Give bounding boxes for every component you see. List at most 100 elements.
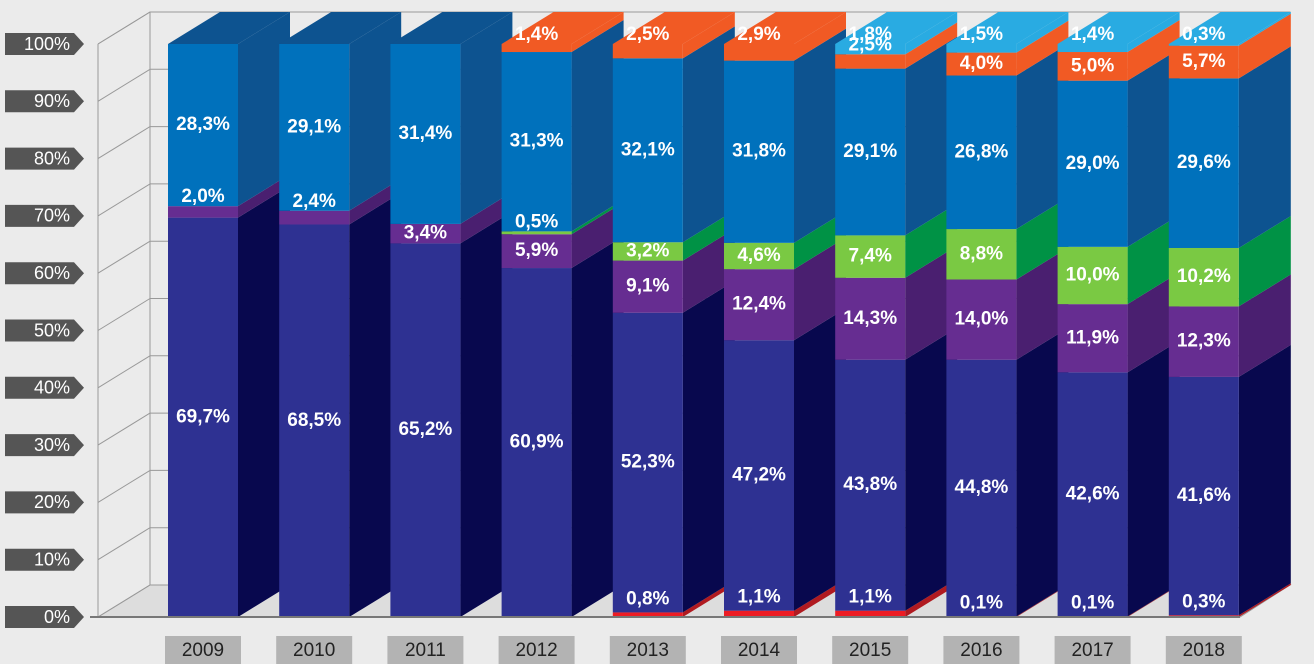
bar-side [794,28,846,243]
bar-side [238,174,290,218]
value-label: 0,1% [1071,592,1114,613]
grid-line [97,412,151,446]
bar-segment [1168,306,1239,377]
bar-segment [724,340,794,611]
value-label: 5,0% [1071,55,1114,76]
bar-side [1238,583,1291,617]
bar-side [349,12,402,211]
bar-side [1016,197,1069,280]
y-tick-label: 100% [24,34,70,54]
value-label: 8,8% [960,243,1003,264]
bar-segment [835,68,906,236]
x-tick-box [1165,636,1242,664]
bar-side [238,12,290,207]
x-tick-box [1054,636,1131,664]
value-label: 31,3% [510,131,564,152]
bar-segment [724,60,794,243]
bar-segment [612,44,683,59]
y-tick-label: 20% [34,492,70,512]
bar-side [1238,215,1291,307]
bar-side [905,245,958,360]
value-label: 32,1% [621,139,675,160]
bar-side [1127,272,1180,373]
bar-segment [612,242,683,261]
bar-segment [168,206,238,218]
y-tick-label: 0% [44,607,70,627]
bar-top [390,12,513,44]
bar-segment [279,44,350,211]
value-label: 47,2% [732,464,786,485]
y-tick-label: 60% [34,263,70,283]
bar-top [501,12,624,44]
bar-side [349,192,402,617]
bar-segment [946,359,1017,617]
bar-segment [724,242,794,270]
value-label: 11,9% [1066,327,1119,348]
bar-side [1016,327,1069,617]
bar-top [724,12,846,44]
grid-line [97,68,151,102]
value-label: 2,9% [737,24,780,45]
bar-side [682,280,735,613]
bar-side [238,185,290,617]
value-label: 29,1% [287,116,341,137]
bar-side [682,210,735,261]
bar-side [571,12,624,53]
bar-side [460,12,513,224]
bar-side [1127,340,1180,617]
value-label: 60,9% [510,432,564,453]
bar-side [1127,214,1180,305]
value-label: 9,1% [626,276,669,297]
bar-side [905,12,958,55]
bar-top [168,12,290,44]
bar-side [905,578,958,617]
bar-side [794,578,846,617]
bar-segment [1057,372,1128,617]
bar-side [1238,274,1291,377]
value-label: 7,4% [849,246,892,267]
bar-side [682,580,735,617]
y-tick-label: 70% [34,206,70,226]
bar-side [1016,12,1069,53]
bar-segment [724,269,794,341]
value-label: 29,6% [1177,152,1231,173]
bar-segment [946,279,1017,360]
grid-line [97,126,151,160]
y-tick-box [5,262,84,285]
grid-line [97,298,151,331]
value-label: 12,3% [1177,331,1231,352]
bar-segment [1057,304,1128,373]
value-label: 26,8% [954,141,1008,162]
value-label: 44,8% [954,477,1008,498]
value-label: 52,3% [621,452,675,473]
y-tick-box [5,204,84,227]
x-tick-label: 2014 [738,640,781,661]
bar-side [1238,344,1291,616]
x-tick-box [832,636,909,664]
bar-side [905,22,958,69]
bar-segment [612,312,683,613]
bar-segment [390,223,461,244]
value-label: 0,3% [1182,591,1225,612]
y-tick-box [5,147,84,170]
x-tick-box [498,636,575,664]
bar-side [1127,584,1180,617]
value-label: 14,3% [843,308,897,329]
bar-side [794,308,846,611]
bar-segment [168,217,238,617]
grid-line [97,355,151,389]
y-tick-label: 10% [34,549,70,569]
bar-side [571,20,624,232]
value-label: 10,2% [1177,266,1231,287]
value-label: 69,7% [176,406,230,427]
bar-segment [501,52,572,232]
bar-side [1127,48,1180,247]
bar-side [1127,12,1180,53]
y-tick-box [5,376,84,399]
value-label: 5,9% [515,240,558,261]
bar-side [460,211,513,618]
value-label: 3,2% [626,240,669,261]
x-tick-label: 2011 [405,640,446,661]
bar-side [1238,13,1291,79]
